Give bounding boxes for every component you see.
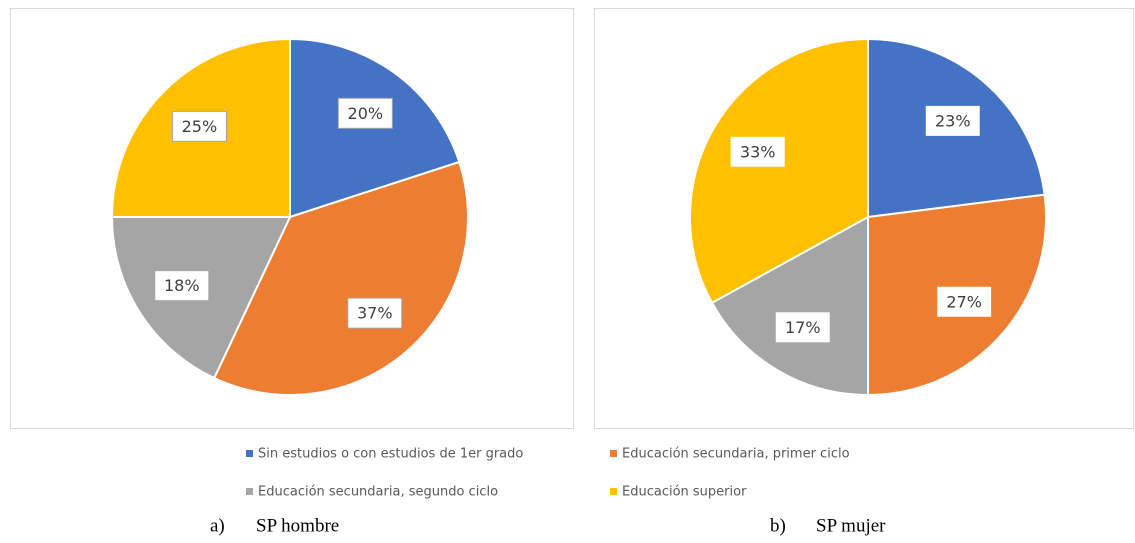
legend-label: Sin estudios o con estudios de 1er grado — [258, 447, 523, 462]
data-label: 23% — [935, 111, 971, 130]
caption-label: b) — [770, 515, 786, 536]
caption-title: SP hombre — [256, 515, 339, 536]
pie-slice — [689, 37, 869, 305]
data-label: 20% — [348, 104, 384, 123]
data-label-box — [337, 97, 393, 129]
data-label-box — [925, 105, 980, 136]
caption-title: SP mujer — [816, 515, 886, 536]
data-label-box — [775, 312, 830, 343]
data-label: 37% — [357, 304, 393, 323]
data-label-box — [171, 110, 227, 142]
data-label-box — [730, 136, 785, 167]
data-label: 18% — [164, 276, 200, 295]
data-label: 25% — [182, 117, 218, 136]
data-label-box — [154, 270, 210, 302]
legend-swatch — [610, 488, 617, 495]
data-label: 27% — [946, 292, 982, 311]
legend-label: Educación superior — [622, 485, 747, 500]
legend-swatch — [246, 488, 253, 495]
data-label-box — [937, 286, 992, 317]
pie-slice — [710, 215, 869, 397]
data-label: 33% — [740, 142, 776, 161]
legend-label: Educación secundaria, segundo ciclo — [258, 485, 498, 500]
caption-label: a) — [210, 515, 225, 536]
data-label-box — [347, 297, 403, 329]
legend-swatch — [610, 450, 617, 457]
data-label: 17% — [785, 318, 821, 337]
pie-slice — [212, 160, 469, 396]
legend-swatch — [246, 450, 253, 457]
legend-label: Educación secundaria, primer ciclo — [622, 447, 850, 462]
